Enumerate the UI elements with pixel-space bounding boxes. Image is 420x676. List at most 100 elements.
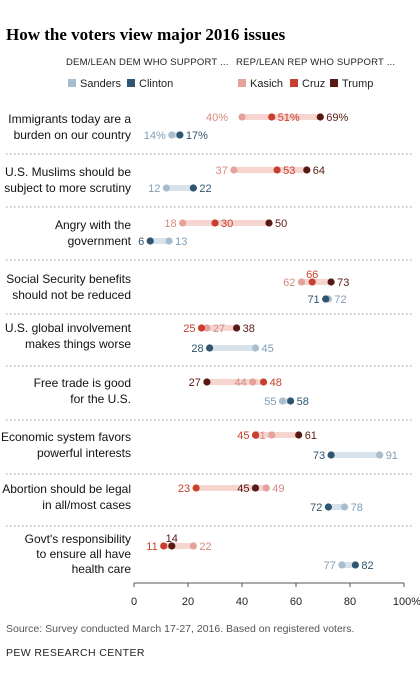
point-kasich [203,324,211,332]
point-clinton [351,561,359,569]
value-label-kasich: 49 [272,483,284,495]
legend-label-kasich: Kasich [250,78,283,90]
legend-swatch-kasich [238,79,246,87]
tick-label: 100% [393,596,420,608]
issue-row: U.S. Muslims should be subject to more sc… [4,165,414,208]
issue-row: Abortion should be legal in all/most case… [2,482,414,527]
point-trump [251,484,260,492]
value-label-cruz: 66 [306,269,318,281]
issue-row: Social Security benefits should not be re… [6,269,414,315]
chart-rows: Immigrants today are a burden on our coun… [1,112,414,576]
value-label-cruz: 11 [146,541,157,553]
value-label-kasich: 22 [199,541,211,553]
point-kasich [238,113,246,121]
point-kasich [179,219,187,227]
issue-label: makes things worse [25,337,131,351]
value-label-sanders: 13 [175,236,187,248]
issue-row: Angry with the government 18 30 50 13 6 [6,218,414,261]
point-cruz [160,542,168,550]
point-sanders [168,131,176,139]
value-label-trump: 50 [275,218,287,230]
value-label-sanders: 12 [148,183,160,195]
value-label-trump: 61 [305,430,317,442]
point-clinton [146,237,154,245]
point-clinton [206,344,214,352]
issue-label: Immigrants today are a [8,112,131,126]
point-kasich [262,484,270,492]
issue-label: subject to more scrutiny [4,181,131,195]
value-label-kasich: 37 [216,165,228,177]
point-cruz [251,431,260,439]
point-cruz [211,219,219,227]
point-trump [316,113,324,121]
issue-label: Abortion should be legal [2,482,131,496]
issue-label: to ensure all have [36,547,131,561]
issue-label: should not be reduced [12,288,131,302]
issue-row: Free trade is good for the U.S. 44 48 27 55 58 [6,376,414,421]
point-cruz [268,113,276,121]
value-label-cruz: 48 [270,377,282,389]
point-trump [265,219,273,227]
tick-label: 60 [290,596,302,608]
value-label-clinton: 72 [310,502,322,514]
issue-label: burden on our country [14,128,131,142]
issue-label: government [68,234,132,248]
tick-label: 20 [182,596,194,608]
value-label-sanders: 72 [334,294,346,306]
issue-label: Angry with the [55,218,131,232]
legend-label-sanders: Sanders [80,78,121,90]
issue-label: U.S. Muslims should be [5,165,131,179]
value-label-trump: 14 [166,533,178,545]
brand-label: PEW RESEARCH CENTER [6,647,145,659]
issue-label: U.S. global involvement [5,321,132,335]
value-label-sanders: 45 [262,343,274,355]
value-label-cruz: 45 [237,430,249,442]
issue-row: Immigrants today are a burden on our coun… [6,112,414,155]
value-label-kasich: 44 [235,377,247,389]
point-trump [168,542,176,550]
value-label-trump: 27 [189,377,201,389]
legend-swatch-trump [330,79,338,87]
point-clinton [324,503,332,511]
value-label-cruz: 30 [221,218,233,230]
point-kasich [230,166,238,174]
point-cruz [308,278,316,286]
issue-row: Economic system favors powerful interests… [1,430,414,475]
point-sanders [162,184,170,192]
tick-label: 0 [131,596,137,608]
point-kasich [249,378,257,386]
point-clinton [176,131,184,139]
point-cruz [192,484,200,492]
legend-label-clinton: Clinton [139,78,173,90]
legend-label-trump: Trump [342,78,373,90]
rep-group-label: REP/LEAN REP WHO SUPPORT ... [236,57,395,68]
point-sanders [341,503,349,511]
issue-label: Economic system favors [1,430,131,444]
value-label-kasich: 27 [213,323,225,335]
issue-label: for the U.S. [70,392,131,406]
value-label-trump: 69% [326,112,348,124]
value-label-cruz: 51% [278,112,300,124]
value-label-sanders: 91 [386,450,398,462]
legend-swatch-clinton [127,79,135,87]
point-trump [233,324,241,332]
point-kasich [189,542,197,550]
legend: Sanders Clinton Kasich Cruz Trump [68,78,373,90]
legend-swatch-sanders [68,79,76,87]
point-cruz [260,378,268,386]
point-kasich [297,278,305,286]
legend-swatch-cruz [290,79,298,87]
x-axis: 0 20 40 60 80 100% [131,582,420,608]
value-label-sanders: 55 [264,396,276,408]
value-label-trump: 73 [337,277,349,289]
point-sanders [165,237,173,245]
value-label-cruz: 25 [183,323,195,335]
point-sanders [376,451,384,459]
value-label-clinton: 6 [138,236,144,248]
point-clinton [189,184,197,192]
dem-group-label: DEM/LEAN DEM WHO SUPPORT ... [66,57,229,68]
point-trump [203,378,211,386]
issue-label: Govt's responsibility [25,532,131,546]
